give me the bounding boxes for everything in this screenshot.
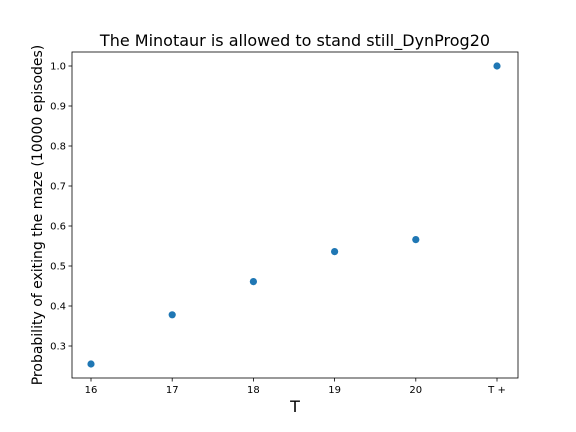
y-tick-label: 0.3 [50,342,66,353]
data-point [168,311,176,319]
y-tick-label: 0.4 [50,302,66,313]
plot-area [71,51,519,379]
x-tick-label: 20 [409,385,422,396]
chart-title: The Minotaur is allowed to stand still_D… [99,31,490,51]
data-point [87,360,95,368]
data-point [249,278,257,286]
y-tick-label: 0.6 [50,222,66,233]
x-tick-label: 19 [328,385,341,396]
data-point [331,248,339,256]
x-axis-label: T [289,397,300,416]
y-tick-label: 0.7 [50,182,66,193]
y-tick-label: 0.5 [50,262,66,273]
y-axis: 0.3 0.4 0.5 0.6 0.7 0.8 0.9 1.0 [50,62,72,353]
y-tick-label: 0.8 [50,142,66,153]
x-tick-label: 17 [166,385,179,396]
data-point [493,62,501,70]
data-point [412,236,420,244]
x-tick-label: 18 [247,385,260,396]
x-tick-label: T + [487,385,506,396]
y-axis-label: Probability of exiting the maze (10000 e… [30,45,46,386]
y-tick-label: 0.9 [50,102,66,113]
y-tick-label: 1.0 [50,62,66,73]
x-tick-label: 16 [85,385,98,396]
data-points [87,62,501,368]
x-axis: 16 17 18 19 20 T + [85,378,506,396]
